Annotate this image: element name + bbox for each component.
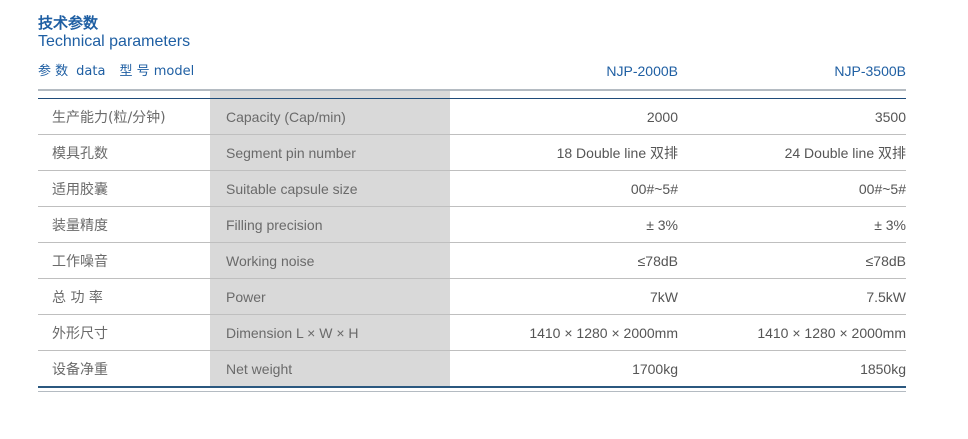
value-model-1: 00#~5# xyxy=(630,180,678,197)
table-body: 生产能力(粒/分钟) Capacity (Cap/min) 2000 3500 模具孔数… xyxy=(38,89,906,388)
param-name-en: Dimension L × W × H xyxy=(226,324,359,341)
table-header: 参 数 data 型 号 model NJP-2000B NJP-3500B xyxy=(38,55,906,79)
param-name-en: Capacity (Cap/min) xyxy=(226,108,346,125)
model-header-1: NJP-2000B xyxy=(606,63,678,79)
value-model-2: 1850kg xyxy=(860,360,906,377)
table-row: 外形尺寸 Dimension L × W × H 1410 × 1280 × 200… xyxy=(38,315,906,351)
param-name-cn: 工作噪音 xyxy=(52,253,108,270)
value-model-2: 00#~5# xyxy=(858,180,906,197)
table-row: 适用胶囊 Suitable capsule size 00#~5# 00#~5# xyxy=(38,171,906,207)
table-row: 模具孔数 Segment pin number 18 Double line 双排 2… xyxy=(38,135,906,171)
param-name-en: Segment pin number xyxy=(226,144,356,161)
param-label-cn: 参 数 xyxy=(38,64,69,79)
value-model-1: ≤78dB xyxy=(637,252,678,269)
value-model-1: 18 Double line 双排 xyxy=(556,144,678,161)
value-model-2: 7.5kW xyxy=(866,288,906,305)
value-model-2: 24 Double line 双排 xyxy=(784,144,906,161)
param-name-cn: 总 功 率 xyxy=(52,289,103,306)
param-name-cn: 适用胶囊 xyxy=(52,181,108,198)
value-model-1: 7kW xyxy=(650,288,678,305)
value-model-1: ± 3% xyxy=(646,216,678,233)
top-rule-dark xyxy=(38,98,906,99)
value-model-1: 1410 × 1280 × 2000mm xyxy=(529,324,678,341)
param-name-cn: 外形尺寸 xyxy=(52,325,108,342)
spec-sheet: 技术参数 Technical parameters 参 数 data 型 号 mod… xyxy=(38,14,906,392)
value-model-1: 2000 xyxy=(646,108,678,125)
model-header-2: NJP-3500B xyxy=(834,63,906,79)
parameters-table: 生产能力(粒/分钟) Capacity (Cap/min) 2000 3500 模具孔数… xyxy=(38,89,906,392)
model-label-cn: 型 号 xyxy=(119,64,150,79)
section-title-cn: 技术参数 xyxy=(38,14,99,32)
value-model-2: 3500 xyxy=(874,108,906,125)
english-column-shading xyxy=(210,89,450,388)
table-row: 设备净重 Net weight 1700kg 1850kg xyxy=(38,351,906,386)
value-model-2: 1410 × 1280 × 2000mm xyxy=(757,324,906,341)
table-row: 生产能力(粒/分钟) Capacity (Cap/min) 2000 3500 xyxy=(38,99,906,135)
param-name-cn: 设备净重 xyxy=(52,361,108,378)
param-name-cn: 生产能力(粒/分钟) xyxy=(52,109,166,126)
section-title-en: Technical parameters xyxy=(38,33,191,50)
param-label-en: data xyxy=(76,64,106,79)
param-name-en: Net weight xyxy=(226,360,293,377)
header-labels: 参 数 data 型 号 model xyxy=(38,60,450,79)
param-name-en: Suitable capsule size xyxy=(226,180,358,197)
top-rule xyxy=(38,89,906,91)
value-model-2: ± 3% xyxy=(874,216,906,233)
param-name-cn: 模具孔数 xyxy=(52,145,108,162)
param-name-en: Working noise xyxy=(226,252,315,269)
table-row: 总 功 率 Power 7kW 7.5kW xyxy=(38,279,906,315)
model-label-en: model xyxy=(153,64,195,79)
param-name-cn: 装量精度 xyxy=(52,217,108,234)
param-name-en: Filling precision xyxy=(226,216,323,233)
table-row: 工作噪音 Working noise ≤78dB ≤78dB xyxy=(38,243,906,279)
value-model-2: ≤78dB xyxy=(865,252,906,269)
value-model-1: 1700kg xyxy=(632,360,678,377)
table-row: 装量精度 Filling precision ± 3% ± 3% xyxy=(38,207,906,243)
bottom-rule xyxy=(38,386,906,388)
param-name-en: Power xyxy=(226,288,266,305)
bottom-rule-light xyxy=(38,391,906,392)
